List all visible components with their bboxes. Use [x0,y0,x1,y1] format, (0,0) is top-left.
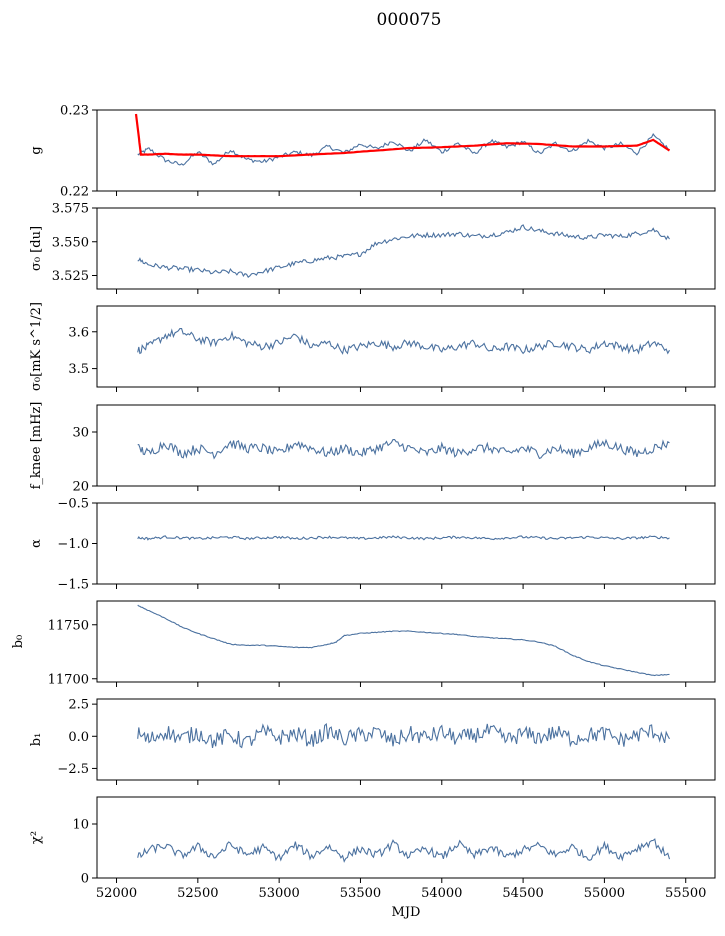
y-tick-label: 30 [72,426,89,441]
y-tick-label: 10 [72,818,89,833]
y-tick-label: −2.5 [57,762,89,777]
y-tick-label: 11750 [48,618,89,633]
panel-frame [96,600,716,683]
panel-4: 20 30 f_knee [mHz] [29,402,716,495]
x-tick-label: 55500 [665,886,706,901]
panel-frame [96,305,716,388]
y-tick-label: 0.23 [60,104,89,119]
panel-7: −2.5 0.0 2.5 b₁ [29,698,716,785]
series-line [137,535,670,541]
panel-frame [96,698,716,781]
y-axis-label: α [29,539,44,548]
y-tick-label: 0 [81,872,89,887]
panel-8: 0 10 52000 52500 53000 53500 54000 54500 55000 55… [29,796,716,920]
y-tick-label: 3.5 [68,362,89,377]
panel-5: −1.5 −1.0 −0.5 α [29,497,716,593]
series-line [137,604,670,677]
x-tick-label: 52000 [96,886,137,901]
x-tick-label: 54500 [502,886,543,901]
y-axis-label: f_knee [mHz] [29,402,44,490]
y-tick-label: −1.0 [57,537,89,552]
x-tick-label: 53000 [258,886,299,901]
panel-frame [96,207,716,290]
y-tick-label: −1.5 [57,578,89,593]
x-tick-label: 55000 [584,886,625,901]
y-axis-label: σ₀ [du] [29,226,44,271]
y-axis-label: b₁ [29,733,44,747]
y-axis-label: σ₀[mK s^1/2] [29,302,44,391]
series-line [137,838,671,863]
y-tick-label: 2.5 [68,698,89,713]
panel-3: 3.5 3.6 σ₀[mK s^1/2] [29,302,716,392]
panel-frame [96,796,716,879]
series-line [137,438,670,460]
y-tick-label: 20 [72,480,89,495]
series-line [137,224,670,279]
y-tick-label: 3.6 [68,325,89,340]
figure-title: 000075 [377,10,442,30]
series-line [137,132,670,166]
y-tick-label: −0.5 [57,497,89,512]
panel-frame [96,502,716,585]
y-axis-label: g [29,146,44,154]
panel-2: 3.525 3.550 3.575 σ₀ [du] [29,202,716,294]
y-tick-label: 0.22 [60,185,89,200]
series-line [137,328,670,355]
panel-frame [96,404,716,487]
overlay-series-line [134,113,671,158]
y-tick-label: 11700 [48,672,89,687]
y-axis-label: b₀ [11,635,26,649]
x-tick-label: 53500 [340,886,381,901]
x-tick-label: 54000 [421,886,462,901]
y-axis-label: χ² [29,831,44,844]
y-tick-label: 3.550 [52,235,89,250]
panel-1: 0.22 0.23 g [29,104,716,200]
y-tick-label: 3.575 [52,202,89,217]
y-tick-label: 0.0 [68,730,89,745]
x-tick-label: 52500 [177,886,218,901]
panel-frame [96,109,716,192]
series-line [137,723,670,749]
panel-6: 11700 11750 b₀ [11,600,716,687]
y-tick-label: 3.525 [52,269,89,284]
x-axis-label: MJD [392,905,421,920]
panels-group: 0.22 0.23 g 3.525 3.550 3.575 σ₀ [du] 3.5 3.6 σ₀[… [11,104,716,920]
